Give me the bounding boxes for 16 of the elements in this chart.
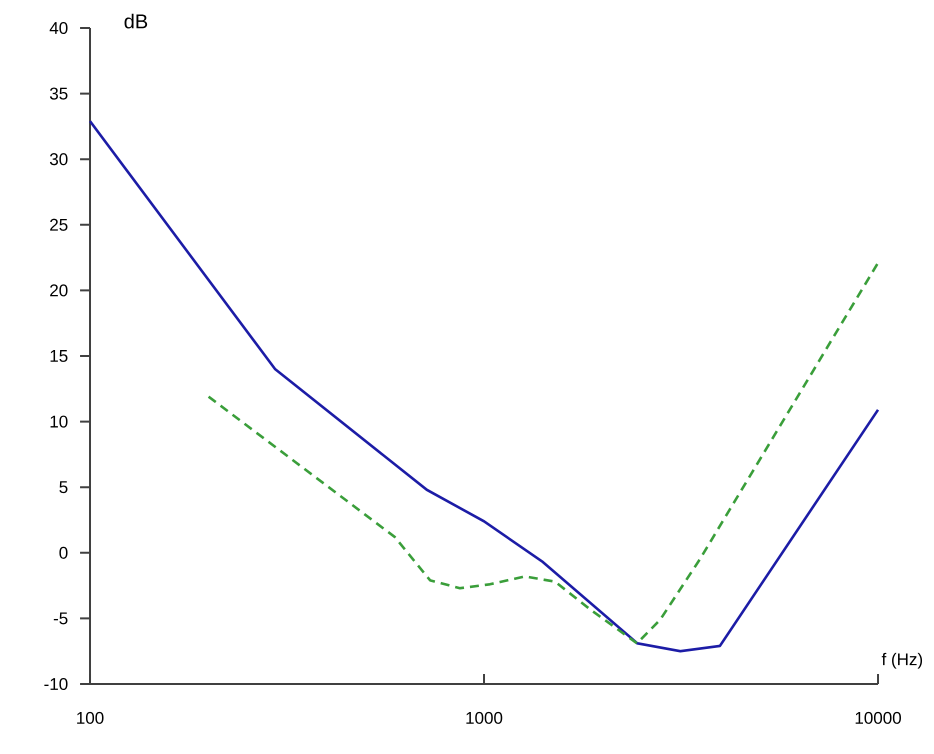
y-tick-label: 0: [59, 546, 68, 559]
y-tick-label: 5: [59, 481, 68, 494]
x-tick-label: 100: [77, 712, 104, 724]
y-tick-label: 20: [50, 284, 68, 296]
y-tick-label: 10: [50, 416, 68, 428]
y-tick-label: 35: [50, 88, 68, 100]
y-tick-label: -10: [44, 678, 68, 690]
x-axis-title: f (Hz): [882, 652, 922, 669]
y-axis-title: dB: [124, 14, 148, 28]
y-tick-label: -5: [54, 612, 68, 624]
y-tick-label: 40: [50, 22, 68, 34]
y-tick-label: 25: [50, 218, 68, 231]
x-tick-label: 10000: [856, 712, 901, 724]
y-tick-label: 30: [50, 153, 68, 166]
x-tick-label: 1000: [466, 712, 502, 724]
y-tick-label: 15: [50, 350, 68, 362]
